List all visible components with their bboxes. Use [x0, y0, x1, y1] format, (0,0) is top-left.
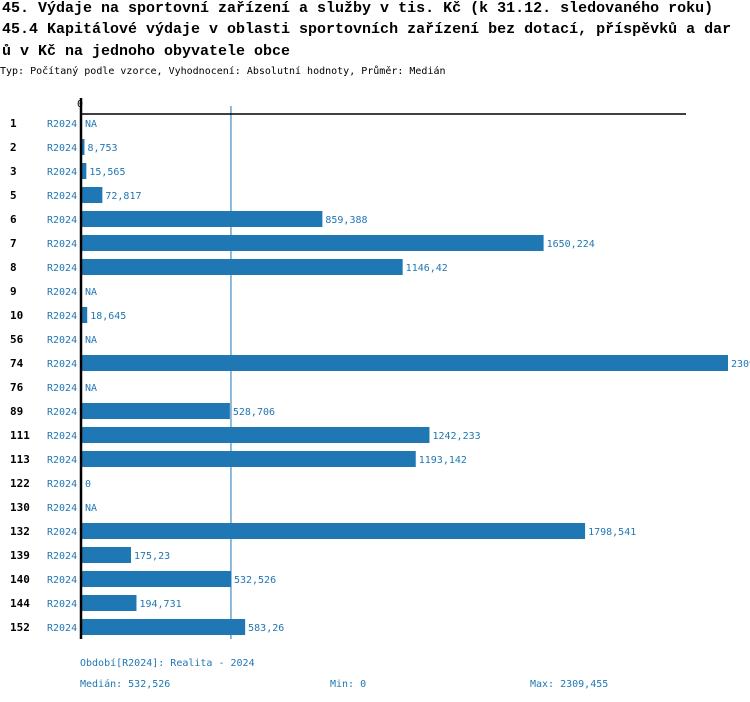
row-period-label: R2024	[47, 263, 77, 274]
row-id-label: 140	[10, 573, 30, 586]
row-period-label: R2024	[47, 167, 77, 178]
row-period-label: R2024	[47, 359, 77, 370]
row-period-label: R2024	[47, 503, 77, 514]
labels-layer: 1 R2024 NA 2 R2024 8,753 3 R2024 15,565 5 R2024 72,…	[10, 117, 750, 634]
value-label: 583,26	[248, 623, 284, 634]
row-id-label: 152	[10, 621, 30, 634]
value-label: 18,645	[90, 311, 126, 322]
row-period-label: R2024	[47, 287, 77, 298]
value-label: 1650,224	[547, 239, 595, 250]
row-id-label: 10	[10, 309, 23, 322]
value-label: 0	[85, 479, 91, 490]
bar-74	[82, 355, 728, 371]
row-id-label: 7	[10, 237, 17, 250]
row-id-label: 74	[10, 357, 24, 370]
value-label: NA	[85, 335, 97, 346]
row-period-label: R2024	[47, 455, 77, 466]
chart-title-line-2: 45.4 Kapitálové výdaje v oblasti sportov…	[2, 21, 732, 38]
row-id-label: 5	[10, 189, 17, 202]
row-id-label: 2	[10, 141, 17, 154]
value-label: 1242,233	[432, 431, 480, 442]
chart-title-line-3: ů v Kč na jednoho obyvatele obce	[2, 43, 291, 60]
bars-layer	[82, 139, 728, 635]
row-id-label: 130	[10, 501, 30, 514]
value-label: 72,817	[105, 191, 141, 202]
value-label: 859,388	[325, 215, 367, 226]
bar-111	[82, 427, 430, 443]
row-id-label: 1	[10, 117, 17, 130]
bar-2	[82, 139, 85, 155]
footer-median: Medián: 532,526	[80, 679, 171, 690]
bar-6	[82, 211, 323, 227]
chart-subtitle: Typ: Počítaný podle vzorce, Vyhodnocení:…	[0, 66, 446, 77]
row-period-label: R2024	[47, 431, 77, 442]
value-label: 1193,142	[419, 455, 467, 466]
bar-7	[82, 235, 544, 251]
row-id-label: 132	[10, 525, 30, 538]
row-id-label: 3	[10, 165, 17, 178]
footer-max: Max: 2309,455	[530, 679, 609, 690]
row-period-label: R2024	[47, 551, 77, 562]
value-label: 1798,541	[588, 527, 636, 538]
bar-113	[82, 451, 416, 467]
row-period-label: R2024	[47, 215, 77, 226]
axis-layer: 0	[77, 98, 686, 639]
row-id-label: 111	[10, 429, 30, 442]
row-period-label: R2024	[47, 119, 77, 130]
row-period-label: R2024	[47, 143, 77, 154]
chart-title-line-1: 45. Výdaje na sportovní zařízení a služb…	[2, 0, 714, 17]
bar-144	[82, 595, 137, 611]
row-period-label: R2024	[47, 479, 77, 490]
row-period-label: R2024	[47, 383, 77, 394]
row-id-label: 56	[10, 333, 24, 346]
row-period-label: R2024	[47, 527, 77, 538]
row-period-label: R2024	[47, 599, 77, 610]
row-id-label: 76	[10, 381, 24, 394]
row-period-label: R2024	[47, 311, 77, 322]
value-label: 15,565	[89, 167, 125, 178]
bar-89	[82, 403, 230, 419]
value-label: NA	[85, 287, 97, 298]
row-id-label: 89	[10, 405, 23, 418]
bar-10	[82, 307, 88, 323]
row-id-label: 113	[10, 453, 30, 466]
bar-152	[82, 619, 246, 635]
row-period-label: R2024	[47, 623, 77, 634]
row-period-label: R2024	[47, 335, 77, 346]
value-label: NA	[85, 383, 97, 394]
value-label: NA	[85, 119, 97, 130]
row-id-label: 8	[10, 261, 17, 274]
row-id-label: 122	[10, 477, 30, 490]
bar-132	[82, 523, 586, 539]
footer-period: Období[R2024]: Realita - 2024	[80, 658, 255, 669]
row-period-label: R2024	[47, 191, 77, 202]
value-label: 8,753	[87, 143, 117, 154]
row-period-label: R2024	[47, 407, 77, 418]
bar-140	[82, 571, 231, 587]
value-label: 175,23	[134, 551, 170, 562]
bar-3	[82, 163, 87, 179]
value-label: 2309,455	[731, 359, 750, 370]
row-id-label: 6	[10, 213, 17, 226]
bar-5	[82, 187, 103, 203]
value-label: 528,706	[233, 407, 275, 418]
row-id-label: 139	[10, 549, 30, 562]
value-label: 194,731	[139, 599, 181, 610]
row-id-label: 9	[10, 285, 17, 298]
value-label: 1146,42	[406, 263, 448, 274]
bar-139	[82, 547, 132, 563]
row-period-label: R2024	[47, 239, 77, 250]
footer-min: Min: 0	[330, 679, 367, 690]
row-id-label: 144	[10, 597, 30, 610]
row-period-label: R2024	[47, 575, 77, 586]
value-label: 532,526	[234, 575, 276, 586]
value-label: NA	[85, 503, 97, 514]
bar-8	[82, 259, 403, 275]
